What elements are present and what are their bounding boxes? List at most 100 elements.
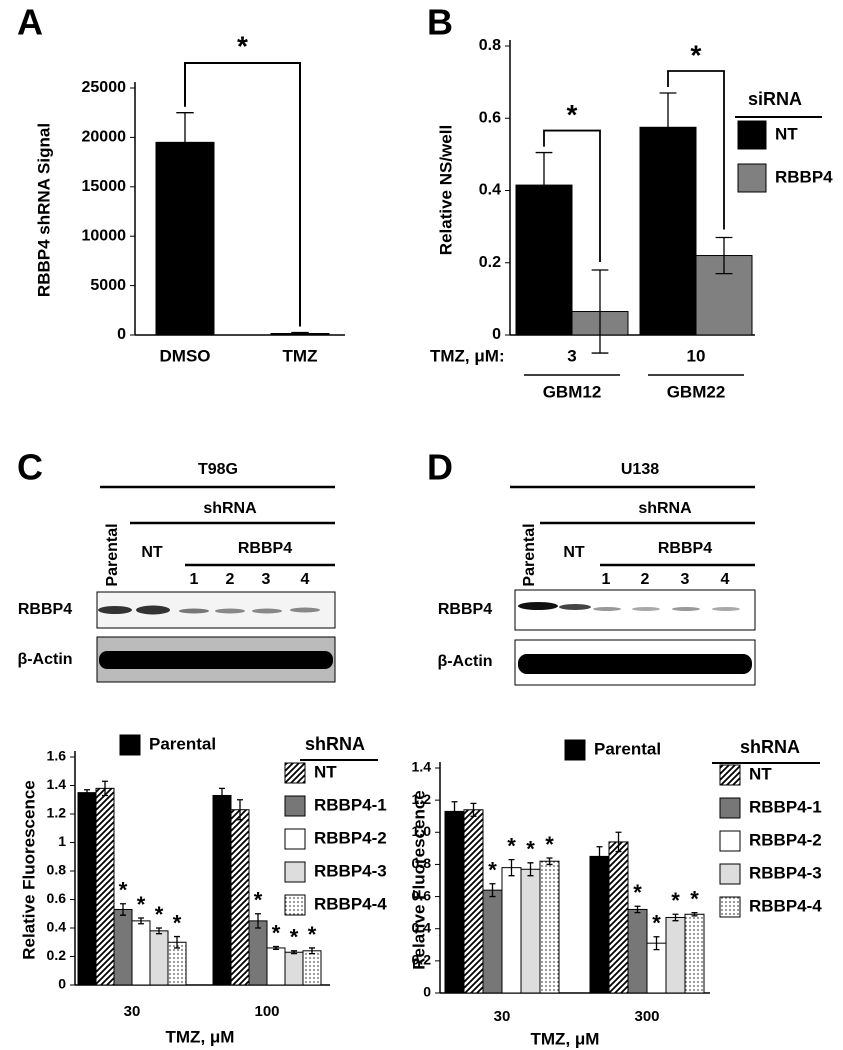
- legend-swatch: [284, 795, 306, 817]
- row-label: RBBP4: [18, 601, 72, 618]
- bands: [99, 651, 333, 669]
- bracket: [667, 70, 725, 230]
- error-bar: [291, 950, 297, 955]
- error-bar: [634, 905, 641, 914]
- y-tick-label: 1: [58, 833, 66, 849]
- error-bar: [219, 787, 225, 804]
- legend-label: NT: [775, 124, 798, 143]
- error-bar: [174, 935, 180, 949]
- significance: *: [690, 886, 699, 911]
- y-tick-label: 0: [117, 326, 126, 343]
- significance: *: [254, 888, 263, 913]
- group-label: GBM12: [543, 382, 602, 401]
- bracket: [184, 62, 301, 327]
- bar: [167, 941, 187, 986]
- y-tick-label: 0.8: [479, 37, 501, 54]
- significance: *: [308, 922, 317, 947]
- significance: *: [671, 888, 680, 913]
- significance: *: [488, 858, 497, 883]
- legend-swatch: [564, 739, 586, 761]
- error-bar: [156, 927, 162, 935]
- legend-swatch: [737, 163, 767, 193]
- significance: *: [119, 878, 128, 903]
- legend-swatch: [719, 863, 741, 885]
- bar: [284, 951, 304, 986]
- legend-title: shRNA: [305, 734, 365, 754]
- row-label: RBBP4: [438, 601, 492, 618]
- group-label: shRNA: [203, 500, 257, 517]
- x-axis-label: TMZ, μM: [166, 1027, 235, 1046]
- legend-swatch: [119, 734, 141, 756]
- error-bar: [691, 911, 698, 917]
- x-tick-label: 300: [634, 1008, 659, 1025]
- lane-label: Parental: [104, 523, 121, 586]
- y-tick-label: 10000: [82, 227, 127, 244]
- row-label: β-Actin: [17, 651, 72, 668]
- bar: [149, 930, 169, 986]
- significance: *: [173, 910, 182, 935]
- bar: [248, 920, 268, 986]
- error-bar: [546, 857, 553, 866]
- legend-label: Parental: [149, 734, 216, 753]
- error-bar: [138, 917, 144, 925]
- lane-label: 1: [602, 571, 611, 588]
- panel-label: C: [17, 447, 43, 488]
- bar: [646, 942, 667, 994]
- x-tick-label: 10: [687, 346, 706, 365]
- x-tick-label: DMSO: [160, 346, 211, 365]
- legend-label: RBBP4: [775, 167, 833, 186]
- bar: [131, 920, 151, 986]
- bands: [518, 654, 752, 674]
- significance: *: [526, 837, 535, 862]
- y-tick-label: 20000: [82, 129, 127, 146]
- bracket: [543, 129, 601, 262]
- y-tick-label: 0.4: [479, 182, 501, 199]
- bar: [482, 889, 503, 994]
- y-tick-label: 1.4: [47, 776, 67, 792]
- row-label: β-Actin: [437, 653, 492, 670]
- error-bar: [309, 947, 315, 955]
- cell-line: T98G: [198, 461, 238, 478]
- error-bar: [470, 802, 477, 817]
- legend-label: RBBP4-1: [749, 797, 822, 816]
- legend-swatch: [719, 896, 741, 918]
- x-tick-label: 3: [567, 346, 576, 365]
- error-bar: [653, 936, 660, 951]
- y-tick-label: 0: [492, 326, 501, 343]
- lane-label: 4: [721, 571, 730, 588]
- lane-label: 4: [301, 571, 310, 588]
- y-tick-label: 0.4: [47, 919, 67, 935]
- legend-swatch: [719, 830, 741, 852]
- error-bar: [527, 862, 534, 877]
- lane-label: NT: [563, 544, 585, 561]
- error-bar: [715, 236, 733, 275]
- bar: [463, 809, 484, 994]
- y-tick-label: 0.2: [479, 254, 501, 271]
- error-bar: [672, 913, 679, 922]
- legend-swatch: [284, 762, 306, 784]
- legend-label: RBBP4-2: [314, 828, 387, 847]
- legend-swatch: [284, 861, 306, 883]
- significance: *: [633, 880, 642, 905]
- y-tick-label: 15000: [82, 178, 127, 195]
- x-axis-label: TMZ, μM:: [430, 346, 505, 365]
- legend-label: NT: [314, 762, 337, 781]
- y-tick-label: 0.8: [412, 855, 432, 871]
- bar: [627, 908, 648, 994]
- error-bar: [237, 799, 243, 821]
- y-tick-label: 0.4: [412, 919, 432, 935]
- y-tick-label: 0.6: [47, 890, 67, 906]
- error-bar: [84, 789, 90, 797]
- y-axis-label: Relative NS/well: [436, 125, 455, 255]
- legend-label: RBBP4-2: [749, 830, 822, 849]
- y-tick-label: 1.2: [412, 791, 432, 807]
- bar: [520, 868, 541, 994]
- cell-line: U138: [621, 461, 659, 478]
- significance: *: [155, 902, 164, 927]
- panel-label: A: [17, 2, 43, 43]
- significance: *: [272, 920, 281, 945]
- error-bar: [451, 801, 458, 822]
- legend-label: RBBP4-3: [749, 863, 822, 882]
- group-label: RBBP4: [658, 540, 712, 557]
- error-bar: [508, 858, 515, 877]
